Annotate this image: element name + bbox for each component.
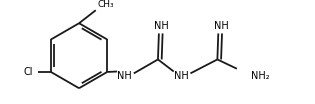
- Text: NH: NH: [154, 21, 169, 31]
- Text: CH₃: CH₃: [98, 0, 114, 9]
- Text: NH₂: NH₂: [251, 71, 269, 81]
- Text: NH: NH: [214, 21, 228, 31]
- Text: NH: NH: [117, 71, 132, 81]
- Text: NH: NH: [174, 71, 189, 81]
- Text: Cl: Cl: [24, 67, 33, 77]
